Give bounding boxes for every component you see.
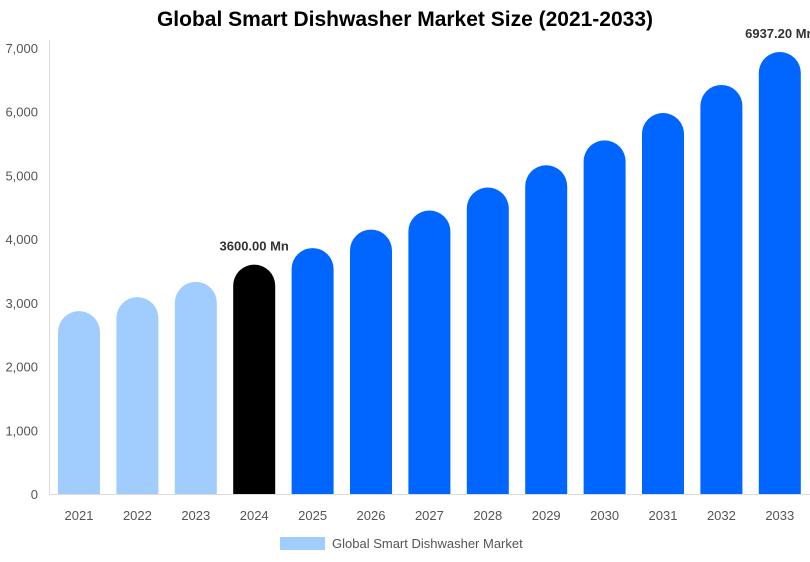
- x-tick-label: 2033: [765, 508, 794, 523]
- data-label-2024: 3600.00 Mn: [220, 239, 289, 254]
- x-tick-label: 2029: [532, 508, 561, 523]
- bar-2024: [233, 264, 276, 494]
- x-tick-label: 2025: [298, 508, 327, 523]
- bar-2030: [583, 140, 626, 494]
- x-tick-label: 2032: [707, 508, 736, 523]
- data-label-2033: 6937.20 Mn: [745, 26, 810, 41]
- bar-2029: [525, 165, 568, 494]
- y-tick-label: 0: [31, 487, 38, 502]
- legend[interactable]: Global Smart Dishwasher Market: [280, 536, 523, 551]
- x-tick-label: 2031: [649, 508, 678, 523]
- legend-swatch: [280, 537, 325, 550]
- x-tick-label: 2028: [473, 508, 502, 523]
- bar-2022: [116, 297, 159, 494]
- y-tick-label: 1,000: [5, 423, 38, 438]
- y-tick-label: 6,000: [5, 105, 38, 120]
- bar-2021: [58, 311, 100, 494]
- y-tick-label: 7,000: [5, 41, 38, 56]
- bar-2027: [408, 210, 451, 494]
- x-tick-label: 2021: [65, 508, 94, 523]
- bar-2031: [642, 112, 684, 494]
- bar-2025: [291, 248, 334, 494]
- x-tick-label: 2030: [590, 508, 619, 523]
- bar-2032: [700, 84, 743, 494]
- x-tick-label: 2024: [240, 508, 269, 523]
- chart-title: Global Smart Dishwasher Market Size (202…: [156, 8, 654, 31]
- bar-2026: [350, 229, 392, 494]
- bar-2028: [466, 187, 509, 494]
- y-tick-label: 3,000: [5, 296, 38, 311]
- x-tick-label: 2027: [415, 508, 444, 523]
- y-tick-label: 2,000: [5, 360, 38, 375]
- y-tick-label: 4,000: [5, 232, 38, 247]
- x-tick-label: 2023: [181, 508, 210, 523]
- x-tick-label: 2022: [123, 508, 152, 523]
- bar-2023: [174, 281, 217, 494]
- legend-label: Global Smart Dishwasher Market: [332, 536, 523, 551]
- bar-2033: [758, 52, 801, 495]
- y-tick-label: 5,000: [5, 168, 38, 183]
- x-tick-label: 2026: [357, 508, 386, 523]
